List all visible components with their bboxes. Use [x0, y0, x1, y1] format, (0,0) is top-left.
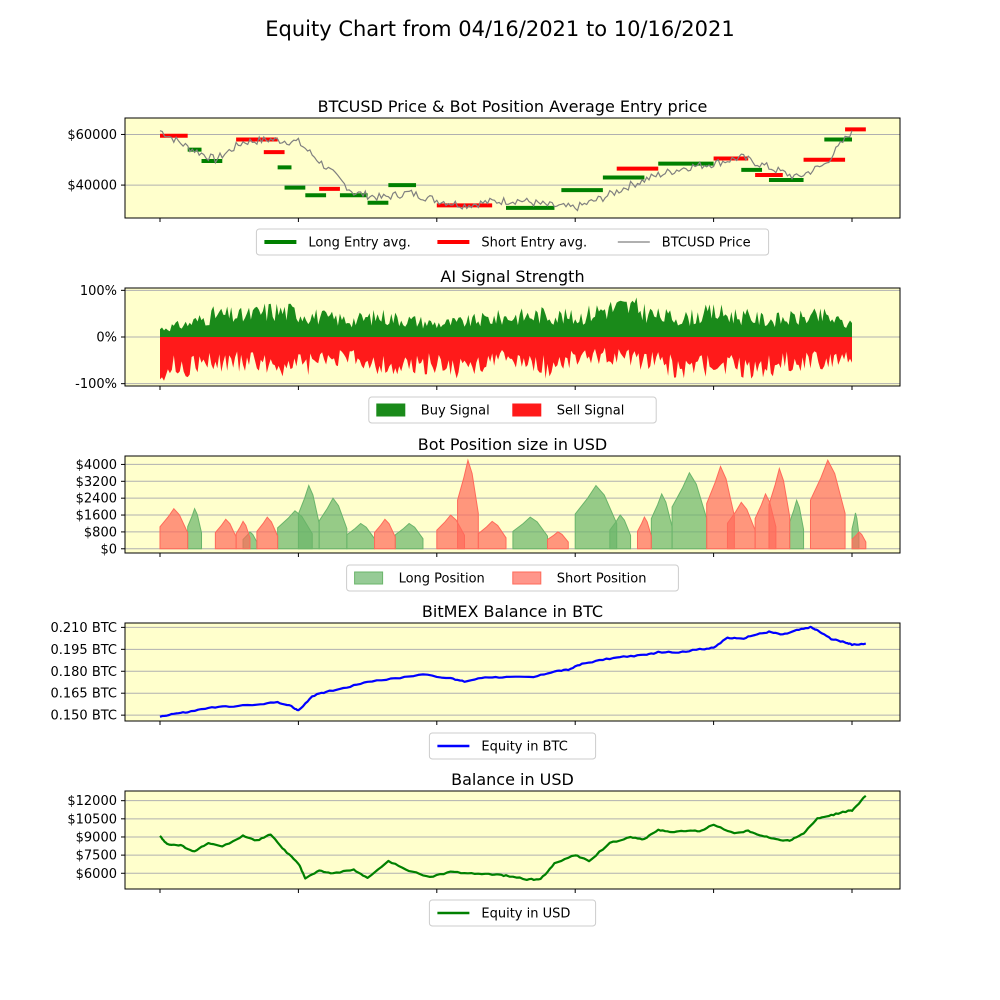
- legend-label: Short Entry avg.: [481, 236, 587, 251]
- short-position-area: [256, 516, 279, 550]
- y-tick-label: 0.165 BTC: [50, 687, 117, 702]
- y-tick-label: $12000: [67, 794, 117, 809]
- y-tick-label: $60000: [67, 128, 117, 143]
- legend-box: [428, 899, 597, 927]
- long-position-area: [187, 507, 203, 550]
- legend: Equity in BTC: [428, 732, 597, 760]
- y-tick-label: $0: [100, 542, 117, 557]
- y-tick-label: 0.150 BTC: [50, 709, 117, 724]
- short-position-area: [636, 516, 652, 550]
- panel-position: $0 $800$1600 $2400 $3200 $4000 Bot Position s…: [76, 435, 901, 592]
- short-position-area: [547, 531, 569, 550]
- legend-box: [255, 228, 770, 256]
- legend: Equity in USD: [428, 899, 597, 927]
- legend-label: BTCUSD Price: [662, 236, 751, 251]
- btcusd-price-line: [159, 130, 853, 212]
- plot-frame: [124, 790, 901, 890]
- short-position-area: [809, 459, 846, 550]
- panel-price: $40000 $60000 BTCUSD Price & Bot Position …: [67, 97, 901, 256]
- short-position-area: [851, 531, 867, 550]
- legend: Long Entry avg. Short Entry avg. BTCUSD Pr…: [255, 228, 770, 256]
- panel-title: AI Signal Strength: [440, 267, 584, 286]
- y-tick-label: 0.195 BTC: [50, 643, 117, 658]
- legend-label: Buy Signal: [421, 404, 490, 419]
- panel-title: Bot Position size in USD: [418, 435, 607, 454]
- legend-label: Short Position: [557, 572, 647, 587]
- short-position-area: [235, 520, 251, 550]
- panel-usd-balance: $6000 $7500 $9000 $10500 $12000 Balance in US…: [67, 770, 901, 927]
- legend-box: [428, 732, 597, 760]
- y-tick-label: $40000: [67, 179, 117, 194]
- long-position-area: [789, 498, 805, 550]
- equity-btc-line: [159, 625, 867, 718]
- y-tick-label: $800: [84, 525, 117, 540]
- y-tick-label: 0%: [96, 331, 117, 346]
- plot-frame: [124, 117, 901, 219]
- short-position-area: [159, 507, 189, 550]
- legend-label: Long Entry avg.: [308, 236, 410, 251]
- y-tick-label: $2400: [76, 492, 117, 507]
- y-tick-label: $10500: [67, 812, 117, 827]
- y-tick-label: $9000: [76, 830, 117, 845]
- y-tick-label: $7500: [76, 849, 117, 864]
- legend: Long Position Short Position: [346, 564, 679, 592]
- y-tick-label: $4000: [76, 458, 117, 473]
- equity-usd-line: [159, 794, 867, 882]
- panel-btc-balance: 0.150 BTC 0.165 BTC 0.180 BTC 0.195 BTC 0.21…: [50, 602, 901, 760]
- short-position-area: [477, 520, 507, 550]
- figure-title: Equity Chart from 04/16/2021 to 10/16/20…: [265, 17, 735, 41]
- long-position-area: [394, 522, 424, 550]
- panel-title: BTCUSD Price & Bot Position Average Entr…: [318, 97, 708, 116]
- y-tick-label: 0.210 BTC: [50, 621, 117, 636]
- legend-label: Equity in USD: [481, 907, 570, 922]
- long-position-area: [609, 514, 632, 550]
- legend: Buy Signal Sell Signal: [368, 396, 657, 424]
- plot-frame: [124, 455, 901, 554]
- legend-label: Sell Signal: [557, 404, 625, 419]
- y-tick-label: $1600: [76, 509, 117, 524]
- y-tick-label: $6000: [76, 867, 117, 882]
- plot-frame: [124, 622, 901, 722]
- legend-swatch: [512, 571, 542, 585]
- legend-label: Long Position: [399, 572, 485, 587]
- panel-signal: -100% 0% 100% AI Signal Strength Buy Signal S…: [75, 267, 901, 424]
- legend-swatch: [354, 571, 384, 585]
- legend-swatch: [376, 403, 406, 417]
- plot-frame: [124, 287, 901, 387]
- y-tick-label: 0.180 BTC: [50, 665, 117, 680]
- short-position-area: [374, 518, 396, 550]
- legend-label: Equity in BTC: [481, 740, 567, 755]
- buy-signal-area: [160, 297, 852, 337]
- y-tick-label: $3200: [76, 475, 117, 490]
- y-tick-label: -100%: [75, 377, 117, 392]
- panel-title: BitMEX Balance in BTC: [422, 602, 603, 621]
- panel-title: Balance in USD: [451, 770, 574, 789]
- legend-swatch: [512, 403, 542, 417]
- short-position-area: [768, 466, 791, 550]
- sell-signal-area: [160, 337, 852, 381]
- y-tick-label: 100%: [80, 284, 117, 299]
